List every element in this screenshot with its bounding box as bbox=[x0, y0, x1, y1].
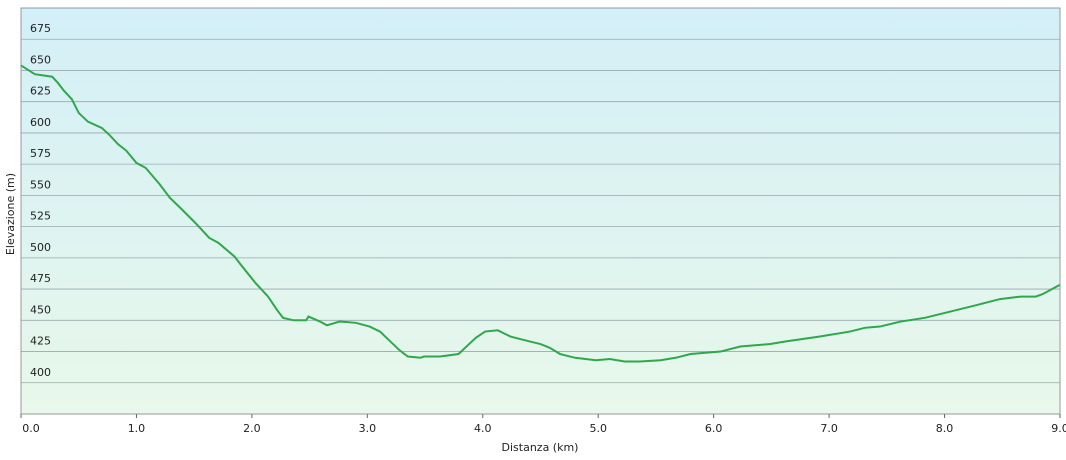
y-tick-label: 500 bbox=[30, 241, 51, 254]
x-tick-label: 5.0 bbox=[589, 422, 607, 435]
x-tick-label: 0.0 bbox=[22, 422, 40, 435]
y-tick-label: 650 bbox=[30, 53, 51, 66]
x-tick-label: 2.0 bbox=[243, 422, 261, 435]
x-tick-label: 1.0 bbox=[128, 422, 146, 435]
y-axis-label: Elevazione (m) bbox=[4, 173, 17, 255]
plot-area bbox=[20, 7, 1061, 415]
y-tick-label: 525 bbox=[30, 210, 51, 223]
x-axis-label: Distanza (km) bbox=[502, 441, 579, 454]
x-tick-label: 3.0 bbox=[359, 422, 377, 435]
y-tick-label: 475 bbox=[30, 272, 51, 285]
x-tick-label: 7.0 bbox=[820, 422, 838, 435]
y-tick-label: 675 bbox=[30, 22, 51, 35]
x-tick-label: 8.0 bbox=[936, 422, 954, 435]
y-tick-label: 600 bbox=[30, 116, 51, 129]
y-tick-label: 550 bbox=[30, 178, 51, 191]
elevation-line bbox=[20, 64, 1060, 363]
x-tick-label: 6.0 bbox=[705, 422, 723, 435]
y-tick-label: 450 bbox=[30, 303, 51, 316]
y-tick-label: 575 bbox=[30, 147, 51, 160]
y-tick-label: 425 bbox=[30, 335, 51, 348]
x-tick-label: 4.0 bbox=[474, 422, 492, 435]
y-tick-label: 400 bbox=[30, 366, 51, 379]
y-tick-label: 625 bbox=[30, 85, 51, 98]
x-tick-label: 9.0 bbox=[1051, 422, 1066, 435]
